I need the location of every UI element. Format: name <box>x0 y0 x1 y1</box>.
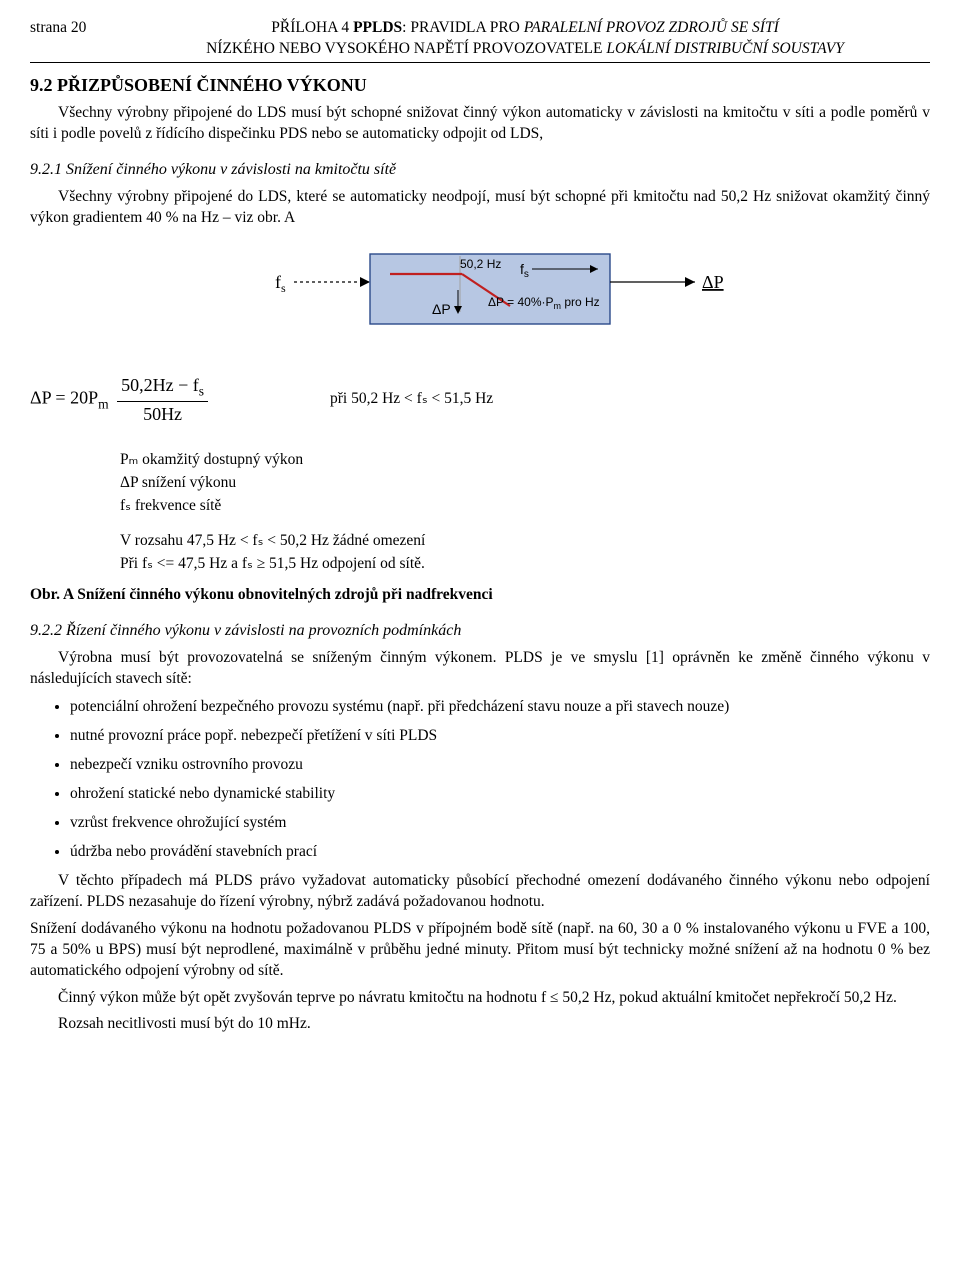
page-header: strana 20 PŘÍLOHA 4 PPLDS: PRAVIDLA PRO … <box>30 18 930 63</box>
def-range: V rozsahu 47,5 Hz < fₛ < 50,2 Hz žádné o… <box>120 531 930 552</box>
formula-m-sub: m <box>98 397 109 412</box>
diagram-eq: ΔP = 40%·Pm pro Hz <box>488 295 600 311</box>
formula-lhs: ΔP = 20P <box>30 388 98 408</box>
bullet-item-5: vzrůst frekvence ohrožující systém <box>70 813 930 834</box>
section-9-2-2-p1: Výrobna musí být provozovatelná se sníže… <box>30 648 930 690</box>
header-title: PŘÍLOHA 4 PPLDS: PRAVIDLA PRO PARALELNÍ … <box>120 18 930 60</box>
section-9-2-2-p3: Snížení dodávaného výkonu na hodnotu pož… <box>30 919 930 982</box>
bullet-item-2: nutné provozní práce popř. nebezpečí pře… <box>70 726 930 747</box>
formula-den: 50Hz <box>117 402 208 426</box>
section-9-2-2-p4: Činný výkon může být opět zvyšován teprv… <box>30 988 930 1009</box>
def-pm: Pₘ okamžitý dostupný výkon <box>120 450 930 471</box>
def-fs: fₛ frekvence sítě <box>120 496 930 517</box>
page-number: strana 20 <box>30 18 120 39</box>
bullet-item-3: nebezpečí vzniku ostrovního provozu <box>70 755 930 776</box>
diagram-figure-a: fs 50,2 Hz fs ΔP ΔP = 40%·Pm pro Hz ΔP <box>30 246 930 343</box>
bullet-item-6: údržba nebo provádění stavebních prací <box>70 842 930 863</box>
bullet-list: potenciální ohrožení bezpečného provozu … <box>70 697 930 863</box>
formula-fraction: 50,2Hz − fs 50Hz <box>117 373 208 426</box>
diagram-out-dp: ΔP <box>702 272 724 292</box>
header-line2-italic: LOKÁLNÍ DISTRIBUČNÍ SOUSTAVY <box>606 40 844 57</box>
bullet-item-4: ohrožení statické nebo dynamické stabili… <box>70 784 930 805</box>
figure-a-caption-text: Obr. A Snížení činného výkonu obnoviteln… <box>30 586 493 603</box>
section-9-2-2-p5: Rozsah necitlivosti musí být do 10 mHz. <box>30 1014 930 1035</box>
formula-expression: ΔP = 20Pm 50,2Hz − fs 50Hz <box>30 373 330 426</box>
formula-num-sub: s <box>199 384 204 399</box>
section-9-2-title: 9.2 PŘIZPŮSOBENÍ ČINNÉHO VÝKONU <box>30 73 930 97</box>
formula-num: 50,2Hz − f <box>121 375 199 395</box>
definitions-block: Pₘ okamžitý dostupný výkon ΔP snížení vý… <box>120 450 930 575</box>
def-disconnect: Při fₛ <= 47,5 Hz a fₛ ≥ 51,5 Hz odpojen… <box>120 554 930 575</box>
header-line1-post: : PRAVIDLA PRO <box>402 19 524 36</box>
formula-row: ΔP = 20Pm 50,2Hz − fs 50Hz při 50,2 Hz <… <box>30 373 930 426</box>
section-9-2-p1: Všechny výrobny připojené do LDS musí bý… <box>30 103 930 145</box>
formula-condition: při 50,2 Hz < fₛ < 51,5 Hz <box>330 389 493 410</box>
header-line1-pre: PŘÍLOHA 4 <box>271 19 353 36</box>
figure-a-caption: Obr. A Snížení činného výkonu obnoviteln… <box>30 585 930 606</box>
diagram-svg: fs 50,2 Hz fs ΔP ΔP = 40%·Pm pro Hz ΔP <box>200 246 760 336</box>
bullet-item-1: potenciální ohrožení bezpečného provozu … <box>70 697 930 718</box>
diagram-top-label: 50,2 Hz <box>460 257 501 271</box>
def-dp: ΔP snížení výkonu <box>120 473 930 494</box>
header-line2-pre: NÍZKÉHO NEBO VYSOKÉHO NAPĚTÍ PROVOZOVATE… <box>206 40 606 57</box>
diagram-inner-dp: ΔP <box>432 301 451 317</box>
section-9-2-2-title: 9.2.2 Řízení činného výkonu v závislosti… <box>30 620 930 642</box>
section-9-2-2-p2: V těchto případech má PLDS právo vyžadov… <box>30 871 930 913</box>
header-line1-italic: PARALELNÍ PROVOZ ZDROJŮ SE SÍTÍ <box>524 19 779 36</box>
header-line1-bold: PPLDS <box>353 19 402 36</box>
diagram-fs-left: fs <box>275 272 286 295</box>
section-9-2-1-title: 9.2.1 Snížení činného výkonu v závislost… <box>30 159 930 181</box>
section-9-2-1-p1: Všechny výrobny připojené do LDS, které … <box>30 187 930 229</box>
